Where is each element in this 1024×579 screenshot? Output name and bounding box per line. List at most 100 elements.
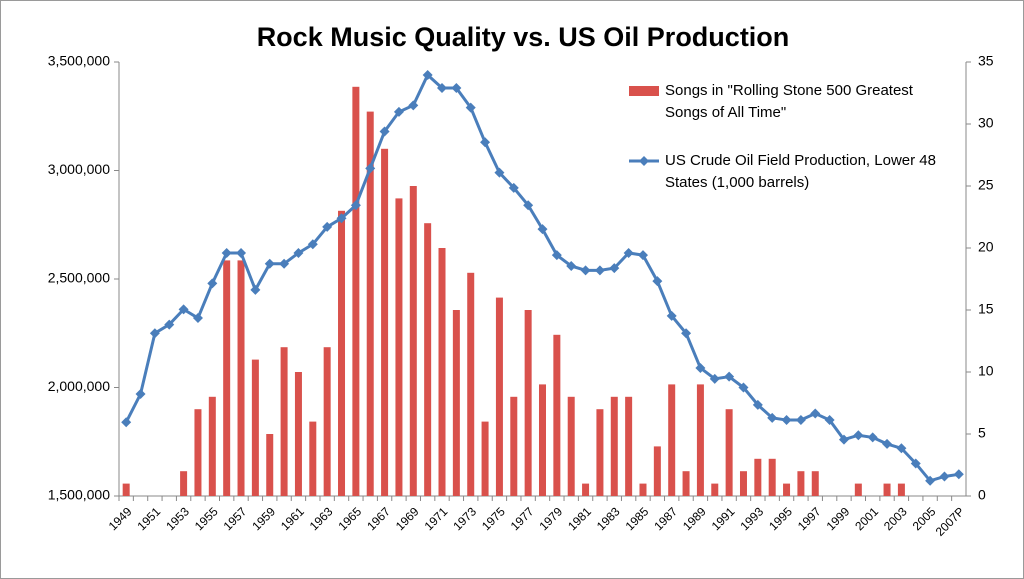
bar (223, 260, 231, 496)
x-tick-label: 1951 (134, 504, 163, 533)
marker (437, 83, 448, 94)
x-tick-label: 1985 (623, 504, 652, 533)
marker (652, 276, 663, 287)
x-tick-label: 1999 (824, 504, 853, 533)
marker (422, 70, 433, 81)
marker (609, 263, 620, 274)
bar (266, 434, 274, 496)
marker (135, 389, 146, 400)
bar (366, 111, 374, 496)
marker (867, 432, 878, 443)
bar (381, 148, 389, 497)
marker (810, 408, 821, 419)
marker (523, 200, 534, 211)
x-tick-label: 1971 (422, 504, 451, 533)
marker (681, 328, 692, 339)
bar (208, 396, 216, 496)
x-tick-label: 1967 (364, 504, 393, 533)
y2-tick-label: 30 (978, 115, 994, 131)
marker (580, 265, 591, 276)
legend-marker (639, 156, 649, 166)
bar (768, 458, 776, 496)
marker (250, 284, 261, 295)
bar (524, 310, 532, 496)
y-tick-label: 2,000,000 (48, 378, 110, 394)
x-tick-label: 1973 (450, 504, 479, 533)
bar (495, 297, 503, 496)
bar (725, 409, 733, 496)
bar (280, 347, 288, 496)
x-tick-label: 1953 (163, 504, 192, 533)
bar (539, 384, 546, 496)
marker (695, 362, 706, 373)
y2-tick-label: 20 (978, 239, 994, 255)
x-tick-label: 1975 (479, 504, 508, 533)
marker (451, 83, 462, 94)
y2-tick-label: 35 (978, 53, 994, 69)
marker (408, 100, 419, 111)
y-tick-label: 2,500,000 (48, 270, 110, 286)
legend-label: Songs in "Rolling Stone 500 Greatest Son… (665, 82, 913, 121)
marker (781, 415, 792, 426)
bar (739, 471, 747, 496)
bar (897, 483, 905, 496)
bar (883, 483, 891, 496)
bar (682, 471, 690, 496)
x-tick-label: 1995 (766, 504, 795, 533)
marker (221, 247, 232, 258)
marker (896, 443, 907, 454)
marker (666, 310, 677, 321)
marker (882, 438, 893, 449)
x-tick-label: 1987 (651, 504, 680, 533)
bar (481, 421, 489, 496)
marker (853, 430, 864, 441)
bar (180, 471, 188, 496)
x-tick-label: 2003 (881, 504, 910, 533)
marker (322, 221, 333, 232)
marker (566, 260, 577, 271)
bar (567, 396, 575, 496)
bar (596, 409, 604, 496)
marker (178, 304, 189, 315)
bar (452, 310, 460, 496)
bar (194, 409, 202, 496)
marker (164, 319, 175, 330)
bar (668, 384, 676, 496)
marker (121, 417, 132, 428)
marker (623, 247, 634, 258)
legend-label: US Crude Oil Field Production, Lower 48 … (665, 152, 936, 191)
marker (350, 200, 361, 211)
marker (724, 371, 735, 382)
bar (510, 396, 518, 496)
y-tick-label: 3,000,000 (48, 161, 110, 177)
y2-tick-label: 10 (978, 363, 994, 379)
x-tick-label: 1949 (106, 504, 135, 533)
y-tick-label: 3,500,000 (48, 53, 110, 69)
marker (336, 213, 347, 224)
marker (738, 382, 749, 393)
y2-tick-label: 15 (978, 301, 994, 317)
x-tick-label: 1997 (795, 504, 824, 533)
bar (625, 396, 633, 496)
marker (264, 258, 275, 269)
bar (711, 483, 719, 496)
marker (594, 265, 605, 276)
marker (365, 163, 376, 174)
bar (467, 272, 475, 496)
y-tick-label: 1,500,000 (48, 487, 110, 503)
marker (236, 247, 247, 258)
marker (149, 328, 160, 339)
x-tick-label: 1989 (680, 504, 709, 533)
bar (610, 396, 618, 496)
bar (854, 483, 862, 496)
bar (251, 359, 259, 496)
x-tick-label: 1959 (249, 504, 278, 533)
bar (352, 86, 360, 497)
x-tick-label: 1965 (335, 504, 364, 533)
x-tick-label: 1963 (307, 504, 336, 533)
bar (438, 248, 446, 496)
marker (752, 399, 763, 410)
marker (838, 434, 849, 445)
marker (709, 373, 720, 384)
